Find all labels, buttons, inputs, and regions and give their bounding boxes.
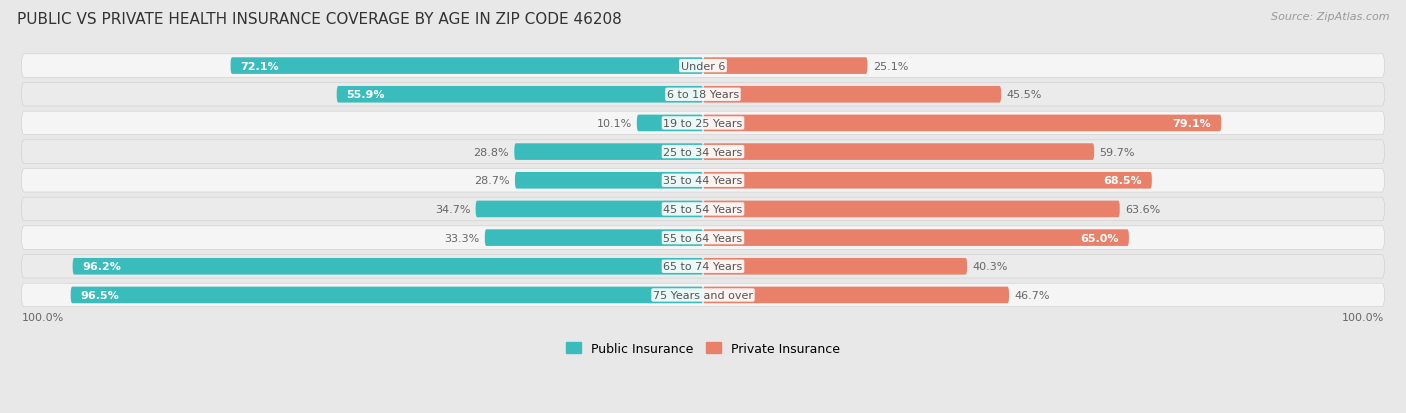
Text: 65.0%: 65.0% [1081, 233, 1119, 243]
Text: 45.5%: 45.5% [1007, 90, 1042, 100]
Text: 79.1%: 79.1% [1173, 119, 1212, 128]
FancyBboxPatch shape [485, 230, 703, 246]
FancyBboxPatch shape [703, 287, 1010, 304]
Text: 28.7%: 28.7% [474, 176, 510, 186]
FancyBboxPatch shape [336, 87, 703, 103]
Text: 100.0%: 100.0% [21, 312, 63, 323]
Text: PUBLIC VS PRIVATE HEALTH INSURANCE COVERAGE BY AGE IN ZIP CODE 46208: PUBLIC VS PRIVATE HEALTH INSURANCE COVER… [17, 12, 621, 27]
Text: 75 Years and over: 75 Years and over [652, 290, 754, 300]
FancyBboxPatch shape [703, 201, 1119, 218]
Text: 35 to 44 Years: 35 to 44 Years [664, 176, 742, 186]
Text: Source: ZipAtlas.com: Source: ZipAtlas.com [1271, 12, 1389, 22]
FancyBboxPatch shape [703, 259, 967, 275]
FancyBboxPatch shape [73, 259, 703, 275]
FancyBboxPatch shape [21, 226, 1385, 250]
Text: 59.7%: 59.7% [1099, 147, 1135, 157]
FancyBboxPatch shape [475, 201, 703, 218]
FancyBboxPatch shape [21, 55, 1385, 78]
FancyBboxPatch shape [70, 287, 703, 304]
FancyBboxPatch shape [21, 169, 1385, 192]
FancyBboxPatch shape [703, 58, 868, 75]
FancyBboxPatch shape [515, 173, 703, 189]
Text: 63.6%: 63.6% [1125, 204, 1160, 214]
Text: 25 to 34 Years: 25 to 34 Years [664, 147, 742, 157]
FancyBboxPatch shape [637, 115, 703, 132]
FancyBboxPatch shape [703, 115, 1222, 132]
Text: 55 to 64 Years: 55 to 64 Years [664, 233, 742, 243]
FancyBboxPatch shape [21, 83, 1385, 107]
FancyBboxPatch shape [703, 87, 1001, 103]
Text: 33.3%: 33.3% [444, 233, 479, 243]
FancyBboxPatch shape [231, 58, 703, 75]
Text: 55.9%: 55.9% [346, 90, 385, 100]
Text: 19 to 25 Years: 19 to 25 Years [664, 119, 742, 128]
Text: 25.1%: 25.1% [873, 62, 908, 71]
FancyBboxPatch shape [21, 112, 1385, 135]
Text: 68.5%: 68.5% [1104, 176, 1142, 186]
Text: 40.3%: 40.3% [973, 262, 1008, 272]
Text: 10.1%: 10.1% [596, 119, 631, 128]
Text: 72.1%: 72.1% [240, 62, 278, 71]
Text: 96.2%: 96.2% [83, 262, 121, 272]
Text: 28.8%: 28.8% [474, 147, 509, 157]
Text: 65 to 74 Years: 65 to 74 Years [664, 262, 742, 272]
FancyBboxPatch shape [703, 144, 1094, 161]
FancyBboxPatch shape [21, 140, 1385, 164]
Text: 46.7%: 46.7% [1014, 290, 1050, 300]
Text: 96.5%: 96.5% [80, 290, 120, 300]
FancyBboxPatch shape [703, 230, 1129, 246]
FancyBboxPatch shape [21, 198, 1385, 221]
Legend: Public Insurance, Private Insurance: Public Insurance, Private Insurance [561, 337, 845, 360]
FancyBboxPatch shape [21, 255, 1385, 278]
FancyBboxPatch shape [21, 283, 1385, 307]
FancyBboxPatch shape [703, 173, 1152, 189]
Text: 45 to 54 Years: 45 to 54 Years [664, 204, 742, 214]
Text: Under 6: Under 6 [681, 62, 725, 71]
Text: 6 to 18 Years: 6 to 18 Years [666, 90, 740, 100]
Text: 34.7%: 34.7% [434, 204, 471, 214]
FancyBboxPatch shape [515, 144, 703, 161]
Text: 100.0%: 100.0% [1343, 312, 1385, 323]
